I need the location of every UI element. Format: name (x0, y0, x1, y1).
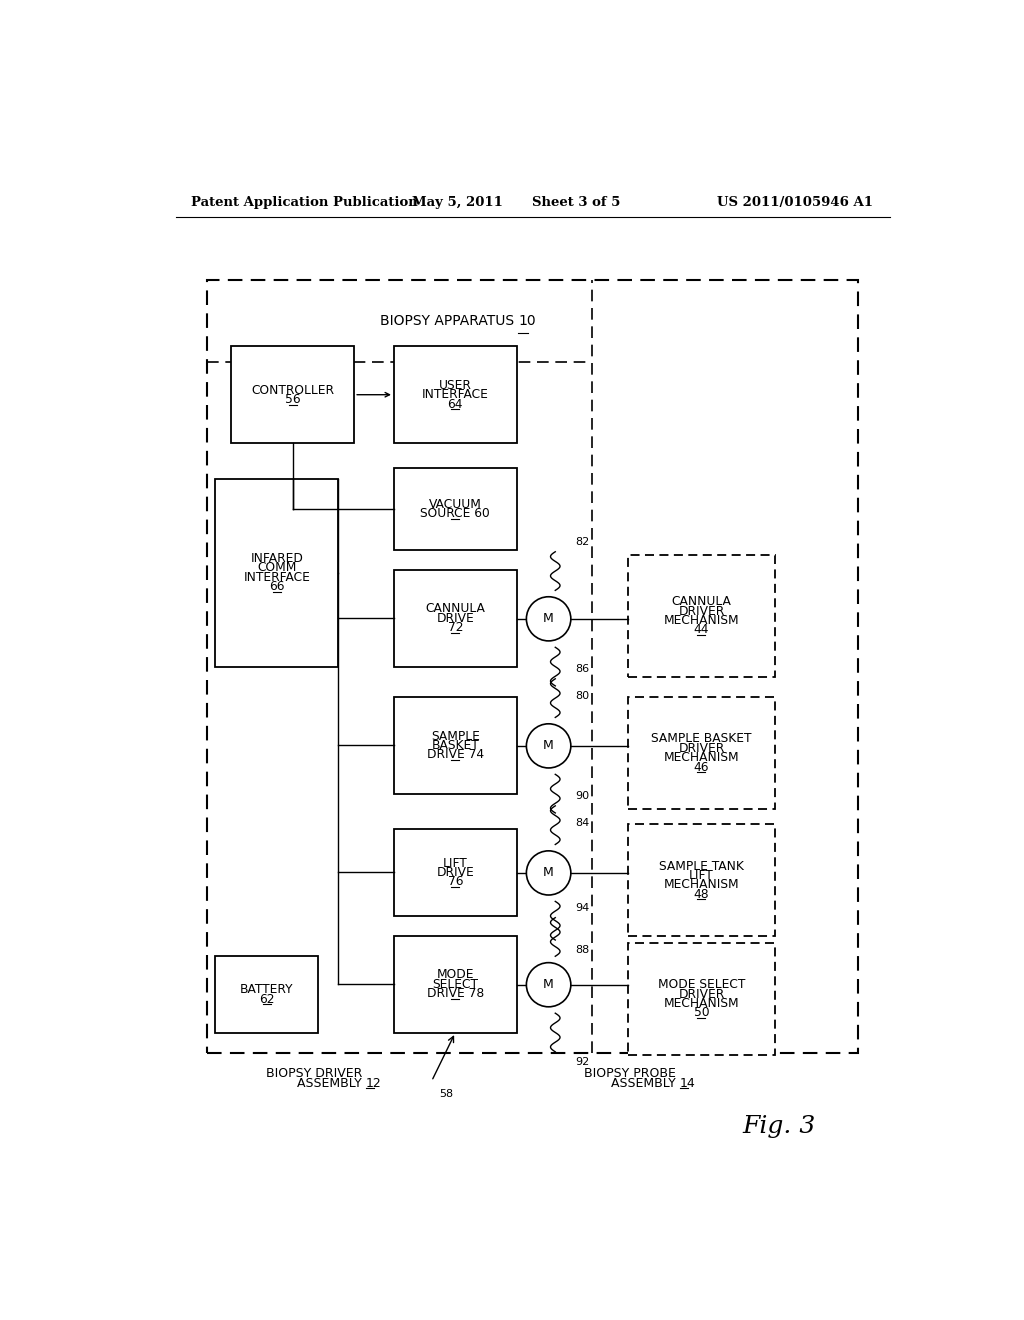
Text: 76: 76 (447, 875, 463, 888)
Text: BIOPSY APPARATUS: BIOPSY APPARATUS (380, 314, 518, 329)
Text: M: M (544, 978, 554, 991)
Bar (207, 280, 858, 1053)
Text: 88: 88 (574, 945, 589, 956)
Text: DRIVE 74: DRIVE 74 (427, 748, 484, 762)
Text: INTERFACE: INTERFACE (422, 388, 488, 401)
Bar (394, 697, 517, 793)
Text: 44: 44 (693, 623, 710, 636)
Text: SAMPLE BASKET: SAMPLE BASKET (651, 733, 752, 746)
Text: BIOPSY DRIVER: BIOPSY DRIVER (265, 1067, 367, 1080)
Text: DRIVER: DRIVER (678, 987, 725, 1001)
Bar (215, 479, 338, 667)
Text: 82: 82 (574, 537, 589, 546)
Text: 46: 46 (693, 760, 710, 774)
Text: 10: 10 (518, 314, 537, 329)
Text: DRIVER: DRIVER (678, 605, 725, 618)
Text: MODE SELECT: MODE SELECT (657, 978, 745, 991)
Text: SOURCE 60: SOURCE 60 (421, 507, 490, 520)
Bar (628, 697, 775, 809)
Text: Sheet 3 of 5: Sheet 3 of 5 (532, 195, 621, 209)
Text: BATTERY: BATTERY (241, 983, 294, 997)
Text: INTERFACE: INTERFACE (244, 570, 310, 583)
Text: Fig. 3: Fig. 3 (742, 1114, 815, 1138)
Text: LIFT: LIFT (689, 869, 714, 882)
Text: SELECT: SELECT (432, 978, 478, 991)
Text: INFARED: INFARED (250, 552, 303, 565)
Text: M: M (544, 612, 554, 626)
Text: COMM: COMM (257, 561, 297, 574)
Bar (628, 942, 775, 1055)
Text: MECHANISM: MECHANISM (664, 997, 739, 1010)
Text: M: M (544, 866, 554, 879)
Text: 62: 62 (259, 993, 274, 1006)
Text: M: M (544, 739, 554, 752)
Bar (394, 469, 517, 549)
Text: 50: 50 (693, 1006, 710, 1019)
Bar (394, 570, 517, 667)
Text: LIFT: LIFT (443, 857, 468, 870)
Text: 66: 66 (269, 579, 285, 593)
Text: 94: 94 (574, 903, 589, 912)
Text: MECHANISM: MECHANISM (664, 751, 739, 764)
Text: SAMPLE TANK: SAMPLE TANK (658, 859, 743, 873)
Text: 12: 12 (367, 1077, 382, 1089)
Text: 86: 86 (574, 664, 589, 673)
Bar (394, 346, 517, 444)
Ellipse shape (526, 851, 570, 895)
Text: BASKET: BASKET (431, 739, 479, 752)
Text: DRIVE: DRIVE (436, 612, 474, 624)
Bar (394, 936, 517, 1032)
Text: 72: 72 (447, 622, 463, 634)
Text: MECHANISM: MECHANISM (664, 614, 739, 627)
Text: 48: 48 (693, 887, 710, 900)
Text: 92: 92 (574, 1057, 589, 1067)
Text: 64: 64 (447, 397, 463, 411)
Text: 84: 84 (574, 818, 589, 828)
Text: USER: USER (439, 379, 472, 392)
Ellipse shape (526, 723, 570, 768)
Text: 14: 14 (680, 1077, 695, 1089)
Text: ASSEMBLY: ASSEMBLY (610, 1077, 680, 1089)
Text: May 5, 2011: May 5, 2011 (412, 195, 503, 209)
Text: CANNULA: CANNULA (672, 595, 731, 609)
Text: DRIVE 78: DRIVE 78 (427, 987, 484, 1001)
Bar (628, 554, 775, 677)
Text: BIOPSY PROBE: BIOPSY PROBE (584, 1067, 680, 1080)
Text: 90: 90 (574, 791, 589, 801)
Text: DRIVE: DRIVE (436, 866, 474, 879)
Ellipse shape (526, 597, 570, 642)
Bar (215, 956, 318, 1032)
Text: 56: 56 (285, 393, 300, 405)
Text: DRIVER: DRIVER (678, 742, 725, 755)
Text: SAMPLE: SAMPLE (431, 730, 480, 743)
Text: VACUUM: VACUUM (429, 498, 482, 511)
Text: 80: 80 (574, 690, 589, 701)
Text: Patent Application Publication: Patent Application Publication (191, 195, 418, 209)
Text: 58: 58 (439, 1089, 454, 1100)
Text: MECHANISM: MECHANISM (664, 878, 739, 891)
Ellipse shape (526, 962, 570, 1007)
Text: CONTROLLER: CONTROLLER (251, 384, 334, 396)
Bar (628, 824, 775, 936)
Bar (394, 829, 517, 916)
Text: CANNULA: CANNULA (425, 602, 485, 615)
Text: MODE: MODE (436, 969, 474, 981)
Text: US 2011/0105946 A1: US 2011/0105946 A1 (717, 195, 872, 209)
Bar (231, 346, 354, 444)
Text: ASSEMBLY: ASSEMBLY (297, 1077, 367, 1089)
